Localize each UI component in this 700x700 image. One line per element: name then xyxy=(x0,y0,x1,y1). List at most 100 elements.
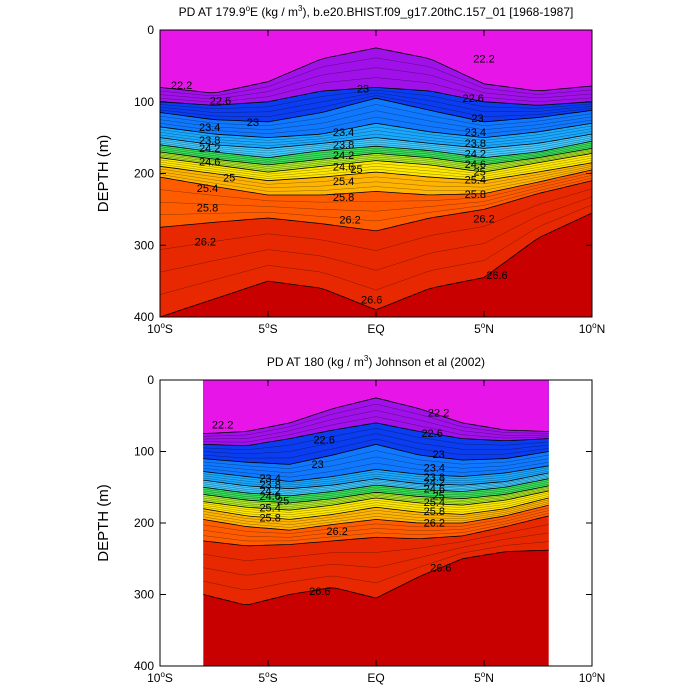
contour-line-25 xyxy=(203,490,549,511)
contour-minor xyxy=(160,95,592,118)
contour-minor xyxy=(203,471,549,488)
contour-line-25.4 xyxy=(160,162,592,182)
y-tick-label: 300 xyxy=(134,238,154,252)
contour-minor xyxy=(160,188,592,251)
contour-label: 26.2 xyxy=(326,526,347,538)
contour-minor xyxy=(203,507,549,534)
contour-label: 23 xyxy=(247,117,259,129)
chart-title: PD AT 180 (kg / m3) Johnson et al (2002) xyxy=(267,354,485,369)
y-tick-label: 400 xyxy=(134,310,154,324)
x-tick-label: 5oS xyxy=(258,321,277,336)
band-22.2 xyxy=(203,380,549,434)
contour-minor xyxy=(160,146,592,164)
band-22.2 xyxy=(160,30,592,93)
contour-minor xyxy=(160,196,592,273)
contour-label: 25 xyxy=(223,172,235,184)
contour-minor xyxy=(203,482,549,500)
y-tick-label: 400 xyxy=(134,659,154,673)
contour-line-22.2 xyxy=(203,397,549,434)
contour-line-25 xyxy=(160,153,592,173)
contour-label: 25.8 xyxy=(465,189,486,201)
contour-minor xyxy=(203,480,549,498)
contour-label: 23 xyxy=(433,449,445,461)
contour-minor xyxy=(203,410,549,440)
contour-label: 22.6 xyxy=(462,93,483,105)
contour-minor xyxy=(160,204,592,295)
contour-minor xyxy=(203,477,549,495)
contour-minor xyxy=(160,167,592,192)
contour-minor xyxy=(203,496,549,518)
contour-label: 25.4 xyxy=(465,175,486,187)
contour-line-23.8 xyxy=(203,472,549,490)
contour-minor xyxy=(203,486,549,506)
contour-minor xyxy=(160,142,592,160)
x-tick-label: 5oS xyxy=(258,670,277,685)
contour-label: 25.8 xyxy=(424,506,445,518)
contour-label: 26.2 xyxy=(339,215,360,227)
contour-minor xyxy=(203,433,549,454)
contour-minor xyxy=(160,77,592,103)
y-tick-label: 0 xyxy=(147,23,154,37)
contour-minor xyxy=(160,144,592,162)
contour-label: 22.2 xyxy=(212,420,233,432)
y-axis-label: DEPTH (m) xyxy=(95,484,112,562)
contour-line-22.6 xyxy=(203,422,549,447)
contour-label: 25.8 xyxy=(259,513,280,525)
y-axis-label: DEPTH (m) xyxy=(95,135,112,213)
contour-minor xyxy=(203,475,549,493)
contour-minor xyxy=(160,152,592,171)
x-tick-label: 10oS xyxy=(147,321,173,336)
y-tick-label: 200 xyxy=(134,516,154,530)
contour-minor xyxy=(160,137,592,154)
x-tick-label: 10oN xyxy=(579,670,605,685)
contour-label: 25.8 xyxy=(333,192,354,204)
x-tick-label: 10oS xyxy=(147,670,173,685)
y-tick-label: 100 xyxy=(134,95,154,109)
contour-minor xyxy=(203,474,549,491)
contour-minor xyxy=(160,104,592,127)
contour-line-26.2 xyxy=(203,515,549,547)
contour-minor xyxy=(203,489,549,509)
contour-minor xyxy=(203,469,549,486)
contour-field: 22.222.62323.423.824.224.62525.425.826.2… xyxy=(203,380,549,666)
contour-label: 23.8 xyxy=(333,139,354,151)
contour-line-24.2 xyxy=(160,140,592,159)
contour-line-23.4 xyxy=(160,122,592,139)
contour-label: 25.4 xyxy=(259,503,280,515)
contour-label: 22.6 xyxy=(421,428,442,440)
contour-label: 26.2 xyxy=(473,213,494,225)
contour-label: 26.6 xyxy=(309,586,330,598)
contour-label: 23.8 xyxy=(199,135,220,147)
contour-line-23 xyxy=(203,443,549,465)
x-tick-label: 10oN xyxy=(579,321,605,336)
contour-minor xyxy=(203,416,549,443)
contour-minor xyxy=(203,501,549,526)
contour-minor xyxy=(160,155,592,175)
contour-minor xyxy=(160,150,592,169)
contour-line-26.6 xyxy=(160,212,592,317)
contour-minor xyxy=(203,438,549,459)
contour-label: 23.8 xyxy=(465,138,486,150)
contour-minor xyxy=(203,541,549,590)
y-tick-label: 300 xyxy=(134,588,154,602)
contour-label: 26.6 xyxy=(486,270,507,282)
contour-label: 22.2 xyxy=(171,80,192,92)
x-tick-label: EQ xyxy=(367,671,384,685)
contour-line-24.6 xyxy=(160,148,592,166)
y-tick-label: 0 xyxy=(147,373,154,387)
contour-label: 26.2 xyxy=(424,518,445,530)
x-tick-label: 5oN xyxy=(474,670,494,685)
contour-minor xyxy=(160,160,592,179)
contour-label: 25 xyxy=(350,164,362,176)
contour-line-25.4 xyxy=(203,497,549,520)
contour-minor xyxy=(160,110,592,130)
contour-minor xyxy=(160,128,592,144)
contour-minor xyxy=(160,139,592,156)
contour-minor xyxy=(203,450,549,469)
panel-2: 22.222.62323.423.824.224.62525.425.826.2… xyxy=(95,354,605,685)
contour-minor xyxy=(203,513,549,542)
contour-minor xyxy=(203,483,549,502)
contour-minor xyxy=(160,92,592,113)
contour-minor xyxy=(160,149,592,167)
